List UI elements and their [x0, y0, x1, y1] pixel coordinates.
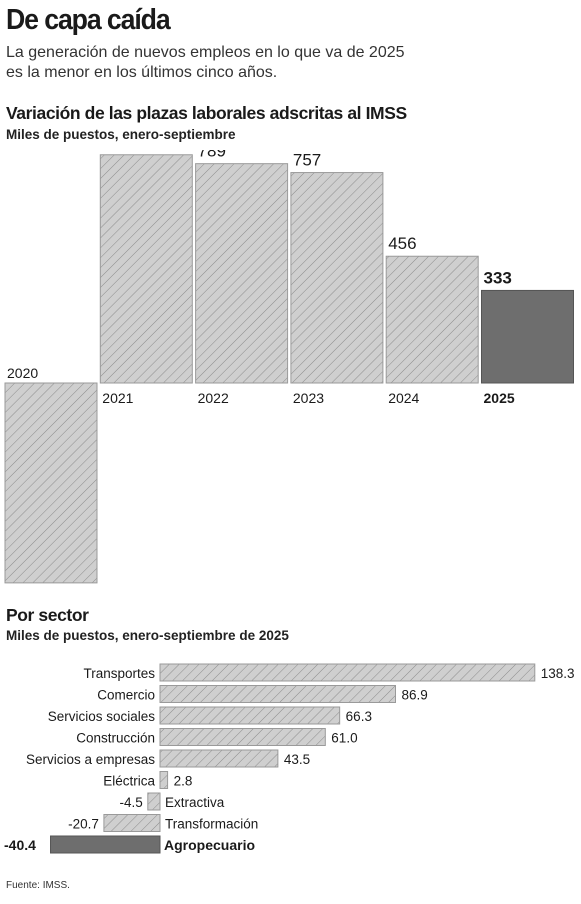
sector-bar — [159, 749, 279, 768]
sector-bar — [159, 706, 341, 725]
sector-value: -20.7 — [68, 817, 99, 832]
value-label-2021: 821 — [102, 150, 130, 152]
sector-value: 138.3 — [541, 666, 575, 681]
sector-label: Comercio — [97, 688, 155, 703]
value-label-2025: 333 — [484, 268, 512, 287]
sector-label: Transformación — [165, 817, 258, 832]
sector-label: Construcción — [76, 731, 155, 746]
annual-variation-chart: -719202082120217892022757202345620243332… — [4, 150, 574, 584]
page-subtitle: La generación de nuevos empleos en lo qu… — [6, 43, 405, 83]
sector-bar — [147, 792, 161, 811]
sector-bar — [159, 728, 326, 746]
sector-value: 2.8 — [174, 774, 193, 789]
sector-label: Extractiva — [165, 795, 225, 810]
source-note: Fuente: IMSS. — [6, 880, 70, 891]
sector-value: 61.0 — [331, 731, 357, 746]
sector-value: 43.5 — [284, 752, 310, 767]
value-label-2022: 789 — [198, 150, 226, 161]
chart2-subtitle: Miles de puestos, enero-septiembre de 20… — [6, 628, 289, 643]
chart1-subtitle: Miles de puestos, enero-septiembre — [6, 127, 236, 142]
subtitle-line-2: es la menor en los últimos cinco años. — [6, 64, 278, 81]
category-label-2020: 2020 — [7, 365, 38, 381]
category-label-2024: 2024 — [388, 390, 419, 406]
bar-2021 — [99, 154, 193, 384]
subtitle-line-1: La generación de nuevos empleos en lo qu… — [6, 44, 405, 61]
category-label-2023: 2023 — [293, 390, 324, 406]
bar-2022 — [195, 163, 289, 384]
category-label-2025: 2025 — [484, 390, 515, 406]
sector-bar — [103, 814, 161, 832]
value-label-2023: 757 — [293, 151, 321, 170]
sector-label: Servicios sociales — [48, 709, 156, 724]
sector-label: Eléctrica — [103, 774, 155, 789]
sector-value: -4.5 — [120, 795, 143, 810]
sector-bar — [159, 663, 536, 682]
chart2-title: Por sector — [6, 605, 89, 625]
value-label-2024: 456 — [388, 234, 416, 253]
bar-2023 — [290, 172, 384, 384]
category-label-2021: 2021 — [102, 390, 133, 406]
category-label-2022: 2022 — [198, 390, 229, 406]
sector-value: -40.4 — [4, 837, 36, 853]
sector-bar — [159, 685, 396, 703]
sector-chart: Transportes 138.3 Comercio 86.9 Servicios so… — [4, 663, 575, 854]
bar-2024 — [385, 255, 479, 384]
bar-2020 — [4, 382, 98, 584]
chart1-title: Variación de las plazas laborales adscri… — [6, 103, 407, 123]
sector-label: Agropecuario — [164, 837, 255, 853]
sector-bar — [159, 771, 169, 789]
sector-label: Servicios a empresas — [26, 752, 155, 767]
sector-bar — [50, 835, 161, 854]
sector-value: 66.3 — [346, 709, 372, 724]
page-title: De capa caída — [6, 4, 171, 36]
sector-value: 86.9 — [401, 688, 427, 703]
bar-2025 — [481, 289, 574, 384]
sector-label: Transportes — [83, 666, 155, 681]
